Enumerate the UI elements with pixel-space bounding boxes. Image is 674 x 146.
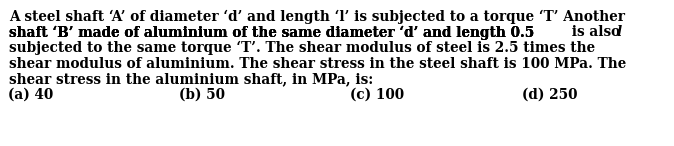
Text: l: l: [617, 26, 621, 40]
Text: (d) 250: (d) 250: [522, 87, 578, 101]
Text: shaft ‘B’ made of aluminium of the same diameter ‘d’ and length 0.5: shaft ‘B’ made of aluminium of the same …: [9, 26, 534, 40]
Text: (c) 100: (c) 100: [350, 87, 404, 101]
Text: shaft ‘B’ made of aluminium of the same diameter ‘d’ and length 0.5: shaft ‘B’ made of aluminium of the same …: [9, 26, 534, 40]
Text: subjected to the same torque ‘T’. The shear modulus of steel is 2.5 times the: subjected to the same torque ‘T’. The sh…: [9, 41, 595, 55]
Text: shear stress in the aluminium shaft, in MPa, is:: shear stress in the aluminium shaft, in …: [9, 72, 373, 86]
Text: A steel shaft ‘A’ of diameter ‘d’ and length ‘l’ is subjected to a torque ‘T’ An: A steel shaft ‘A’ of diameter ‘d’ and le…: [9, 10, 625, 24]
Text: (a) 40: (a) 40: [8, 87, 53, 101]
Text: (b) 50: (b) 50: [179, 87, 224, 101]
Text: is also: is also: [567, 26, 620, 40]
Text: shaft ‘B’ made of aluminium of the same diameter ‘d’ and length 0.5: shaft ‘B’ made of aluminium of the same …: [9, 26, 534, 40]
Text: shear modulus of aluminium. The shear stress in the steel shaft is 100 MPa. The: shear modulus of aluminium. The shear st…: [9, 57, 626, 71]
